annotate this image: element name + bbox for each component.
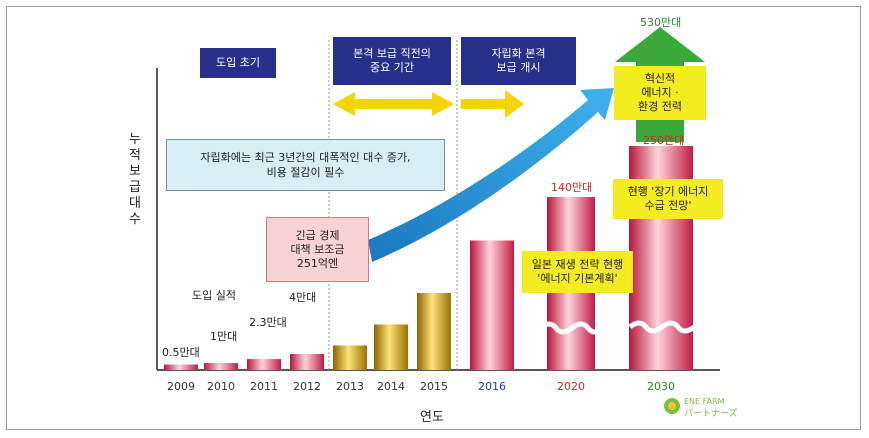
value-label-2009: 0.5만대 [162, 346, 200, 359]
break-mark-2020 [538, 321, 606, 335]
x-tick-2012: 2012 [293, 380, 321, 393]
break-mark-2030 [628, 320, 696, 334]
strategy-note: 일본 재생 전략 현행 '에너지 기본계획' [522, 251, 633, 293]
chart-frame [6, 6, 861, 430]
x-tick-2015: 2015 [420, 380, 448, 393]
value-label-2010: 1만대 [210, 330, 238, 343]
x-tick-2030: 2030 [647, 380, 675, 393]
bar-2013 [333, 345, 367, 370]
bar-2012 [290, 354, 324, 370]
subsidy-note: 긴급 경제 대책 보조금 251억엔 [266, 217, 369, 282]
svg-text:パートナーズ: パートナーズ [684, 407, 738, 419]
x-axis-title: 연도 [420, 410, 444, 425]
x-tick-2011: 2011 [250, 380, 278, 393]
x-tick-2009: 2009 [167, 380, 195, 393]
phase-self-box: 자립화 본격 보급 개시 [461, 37, 576, 85]
bar-2014 [374, 324, 408, 370]
self-reliance-note: 자립화에는 최근 3년간의 대폭적인 대수 증가, 비용 절감이 필수 [166, 139, 445, 191]
x-tick-2020: 2020 [557, 380, 585, 393]
phase-pre-box: 본격 보급 직전의 중요 기간 [333, 37, 451, 85]
x-tick-2014: 2014 [377, 380, 405, 393]
value-label-2020: 140만대 [551, 181, 593, 194]
bar-2015 [417, 293, 451, 370]
value-label-2011: 2.3만대 [249, 316, 287, 329]
x-tick-2013: 2013 [336, 380, 364, 393]
right-arrow-icon [461, 90, 524, 118]
ene-farm-logo: ENE FARM パートナーズ [664, 397, 738, 419]
x-tick-2016: 2016 [478, 380, 506, 393]
value-label-2012: 4만대 [289, 291, 317, 304]
growth-arrow-icon [368, 88, 614, 262]
bar-2009 [164, 364, 198, 370]
bar-2016 [470, 240, 514, 370]
annotation-doip-silj: 도입 실적 [192, 289, 236, 302]
supply-note: 현행 '장기 에너지 수급 전망' [613, 179, 723, 219]
bar-2011 [247, 359, 281, 370]
svg-text:ENE FARM: ENE FARM [684, 397, 725, 406]
bar-2010 [204, 363, 238, 370]
target-label: 530만대 [640, 16, 682, 29]
innovation-note: 혁신적 에너지 · 환경 전력 [614, 66, 706, 120]
double-arrow-icon [333, 92, 454, 116]
x-tick-2010: 2010 [207, 380, 235, 393]
value-label-2030: 250만대 [643, 134, 685, 147]
phase-early-box: 도입 초기 [200, 48, 276, 78]
